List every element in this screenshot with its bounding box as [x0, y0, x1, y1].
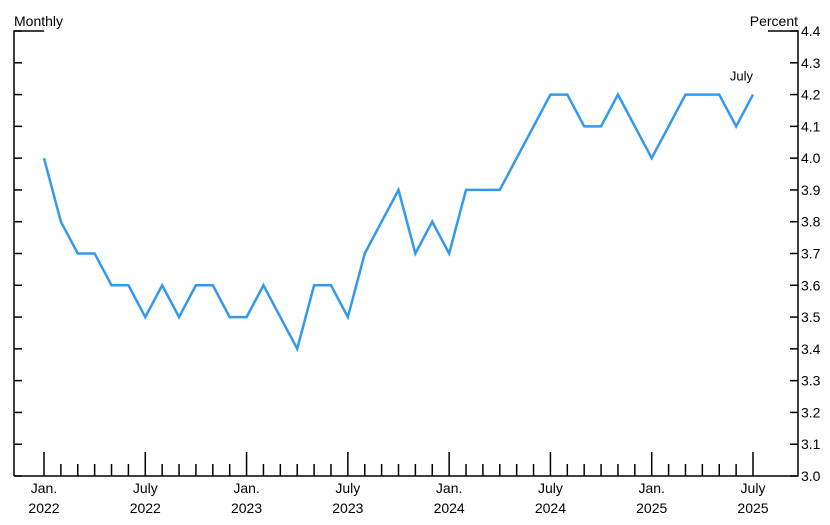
x-tick-label-line: 2024	[434, 500, 465, 516]
right-label: Percent	[750, 13, 798, 29]
x-tick-label-line: Jan.	[233, 480, 259, 496]
x-tick-label-line: Jan.	[436, 480, 462, 496]
x-tick-label: July 2023	[332, 480, 363, 516]
data-line	[42, 91, 755, 353]
left-label: Monthly	[14, 13, 63, 29]
x-tick-label: July 2024	[535, 480, 566, 516]
x-tick-label-line: July	[538, 480, 563, 496]
x-tick-label-line: Jan.	[31, 480, 57, 496]
x-tick-label-line: July	[133, 480, 158, 496]
x-tick-label-line: 2025	[636, 500, 667, 516]
y-tick-label: 3.1	[801, 436, 821, 452]
y-tick-label: 3.9	[801, 182, 821, 198]
x-tick-label-line: 2025	[737, 500, 768, 516]
x-tick-label-line: 2022	[130, 500, 161, 516]
x-tick-label: Jan. 2024	[434, 480, 465, 516]
x-tick-label-line: 2023	[332, 500, 363, 516]
x-tick-label: Jan. 2025	[636, 480, 667, 516]
x-tick-label-line: 2024	[535, 500, 566, 516]
y-tick-label: 3.7	[801, 246, 821, 262]
x-tick-label: July 2025	[737, 480, 768, 516]
annotation: July	[730, 69, 754, 84]
y-tick-label: 4.3	[801, 55, 821, 71]
y-tick-label: 4.1	[801, 118, 821, 134]
x-tick-label: July 2022	[130, 480, 161, 516]
y-tick-label: 4.0	[801, 150, 821, 166]
y-tick-label: 4.4	[801, 23, 821, 39]
y-tick-label: 3.8	[801, 214, 821, 230]
y-tick-label: 3.6	[801, 277, 821, 293]
x-tick-label: Jan. 2022	[28, 480, 59, 516]
x-tick-label-line: 2023	[231, 500, 262, 516]
y-tick-label: 3.4	[801, 341, 821, 357]
y-tick-label: 3.0	[801, 468, 821, 484]
y-tick-label: 3.5	[801, 309, 821, 325]
x-tick-label-line: 2022	[28, 500, 59, 516]
y-tick-label: 3.2	[801, 404, 821, 420]
x-tick-label-line: July	[741, 480, 766, 496]
y-tick-label: 3.3	[801, 373, 821, 389]
x-tick-label-line: July	[335, 480, 360, 496]
frame	[13, 30, 799, 477]
y-tick-label: 4.2	[801, 87, 821, 103]
x-tick-label: Jan. 2023	[231, 480, 262, 516]
x-tick-label-line: Jan.	[638, 480, 664, 496]
